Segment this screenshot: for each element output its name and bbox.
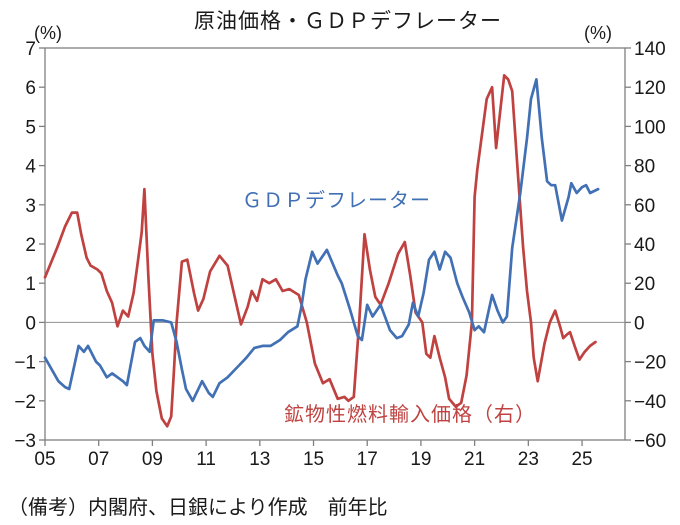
right-axis-tick-label: −40 <box>634 392 666 413</box>
left-axis-tick-label: 1 <box>25 274 36 295</box>
fuel-import-price-series-label: 鉱物性燃料輸入価格（右） <box>284 404 536 426</box>
x-axis-tick-label: 09 <box>142 449 163 470</box>
left-axis-tick-label: −2 <box>14 392 36 413</box>
chart-title: 原油価格・ＧＤＰデフレーター <box>194 10 502 33</box>
left-axis-tick-label: −1 <box>14 353 36 374</box>
left-axis-unit-label: (%) <box>34 23 62 43</box>
x-axis-tick-label: 07 <box>88 449 109 470</box>
source-note: （備考）内閣府、日銀により作成 前年比 <box>8 497 388 519</box>
x-axis-tick-label: 25 <box>571 449 592 470</box>
left-axis-tick-label: 2 <box>25 235 36 256</box>
x-axis-tick-label: 11 <box>196 449 216 470</box>
x-axis-tick-label: 17 <box>357 449 378 470</box>
x-axis-tick-label: 05 <box>34 449 55 470</box>
left-axis-tick-label: 0 <box>25 313 36 334</box>
right-axis-tick-label: 100 <box>634 117 666 138</box>
left-axis-tick-label: 6 <box>25 78 36 99</box>
gdp-deflator-series-label: ＧＤＰデフレーター <box>242 190 431 212</box>
fuel-import-price-line <box>43 74 597 428</box>
left-axis-tick-label: 4 <box>25 157 36 178</box>
right-axis-unit-label: (%) <box>584 23 612 43</box>
right-axis-tick-label: 140 <box>634 39 666 60</box>
x-axis-tick-label: 19 <box>410 449 431 470</box>
x-axis-tick-label: 15 <box>303 449 324 470</box>
left-axis-tick-label: 5 <box>25 117 36 138</box>
right-axis-tick-label: 20 <box>634 274 655 295</box>
x-axis-tick-label: 21 <box>464 449 485 470</box>
right-axis-tick-label: −20 <box>634 353 666 374</box>
right-axis-tick-label: −60 <box>634 431 666 452</box>
left-axis-tick-label: −3 <box>14 431 36 452</box>
right-axis-tick-label: 40 <box>634 235 655 256</box>
x-axis-tick-label: 13 <box>249 449 270 470</box>
right-axis-tick-label: 120 <box>634 78 666 99</box>
left-axis-tick-label: 3 <box>25 196 36 217</box>
right-axis-tick-label: 80 <box>634 157 655 178</box>
right-axis-tick-label: 60 <box>634 196 655 217</box>
gdp-deflator-line <box>43 78 600 403</box>
left-axis-tick-label: 7 <box>25 39 36 60</box>
x-axis-tick-label: 23 <box>518 449 539 470</box>
right-axis-tick-label: 0 <box>634 313 645 334</box>
